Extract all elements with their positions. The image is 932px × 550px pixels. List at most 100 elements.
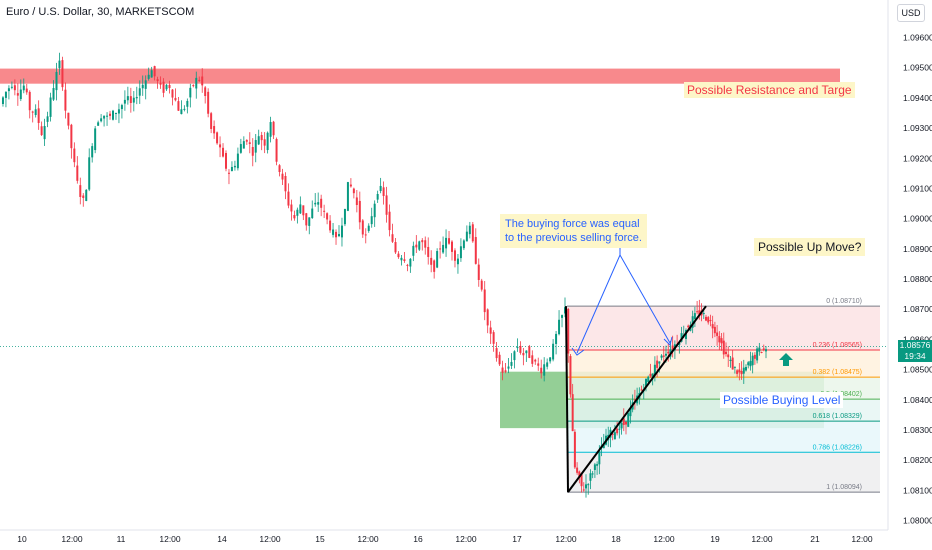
candle-body xyxy=(439,248,442,250)
candle-body xyxy=(272,121,275,136)
candle-body xyxy=(281,173,284,180)
candle-body xyxy=(216,132,219,144)
time-tick-label: 10 xyxy=(17,534,27,544)
candle-body xyxy=(305,213,308,226)
candle-body xyxy=(340,225,343,238)
candle-body xyxy=(589,473,592,481)
candle-body xyxy=(302,205,305,216)
candle-body xyxy=(762,348,765,350)
candle-body xyxy=(528,346,531,358)
candle-body xyxy=(486,309,489,326)
candle-body xyxy=(582,489,585,491)
candle-body xyxy=(37,108,40,123)
candle-body xyxy=(442,244,445,253)
candle-body xyxy=(602,444,605,449)
candle-body xyxy=(618,428,621,430)
candle-body xyxy=(696,311,699,313)
candle-body xyxy=(343,208,346,225)
candle-body xyxy=(245,140,248,142)
candle-body xyxy=(660,355,663,358)
candle-body xyxy=(201,76,204,86)
price-tick-label: 1.08900 xyxy=(903,244,932,254)
candle-body xyxy=(180,109,183,115)
candle-body xyxy=(445,237,448,249)
candle-body xyxy=(129,96,132,103)
candle-body xyxy=(480,280,483,290)
candle-body xyxy=(79,185,82,197)
candle-body xyxy=(263,139,266,146)
candle-body xyxy=(22,85,25,91)
candle-body xyxy=(667,351,670,354)
candle-body xyxy=(451,241,453,252)
candle-body xyxy=(227,172,230,174)
candle-body xyxy=(433,260,436,272)
candle-body xyxy=(251,147,254,156)
candle-body xyxy=(338,234,340,237)
price-tick-label: 1.08100 xyxy=(903,485,932,495)
candle-body xyxy=(742,367,745,374)
candle-body xyxy=(358,200,361,223)
candle-body xyxy=(471,224,474,242)
candle-body xyxy=(543,364,546,376)
candle-body xyxy=(711,324,714,329)
candle-body xyxy=(596,464,599,466)
candle-body xyxy=(269,122,272,137)
candle-body xyxy=(567,308,570,354)
time-tick-label: 12:00 xyxy=(455,534,477,544)
candle-body xyxy=(85,189,88,201)
candle-body xyxy=(97,122,100,126)
candle-body xyxy=(186,100,189,107)
candle-body xyxy=(578,471,581,477)
resistance-label: Possible Resistance and Targe xyxy=(684,82,855,98)
candle-body xyxy=(207,91,210,114)
candle-body xyxy=(236,153,239,169)
candle-body xyxy=(519,345,522,353)
price-tick-label: 1.08600 xyxy=(903,334,932,344)
price-tick-label: 1.09100 xyxy=(903,183,932,193)
candle-body xyxy=(260,135,263,141)
candle-body xyxy=(693,313,696,319)
candle-body xyxy=(254,140,257,153)
candle-body xyxy=(504,370,507,372)
candle-body xyxy=(16,93,19,96)
candle-body xyxy=(385,195,388,215)
up-arrow-icon xyxy=(779,353,793,366)
candle-body xyxy=(352,188,355,194)
candle-body xyxy=(738,369,741,373)
candle-body xyxy=(705,316,707,321)
candle-body xyxy=(747,362,750,366)
currency-button[interactable]: USD xyxy=(897,4,925,22)
candle-body xyxy=(453,250,456,261)
candle-body xyxy=(67,112,70,126)
buying-force-note-line2: to the previous selling force. xyxy=(505,232,642,244)
candle-body xyxy=(382,187,385,196)
fib-level-label: 0.382 (1.08475) xyxy=(813,369,862,376)
candle-body xyxy=(403,259,406,262)
candle-body xyxy=(406,264,409,266)
candle-body xyxy=(293,215,296,219)
candle-body xyxy=(507,366,510,369)
time-tick-label: 12:00 xyxy=(653,534,675,544)
candle-body xyxy=(671,345,674,350)
candle-body xyxy=(647,376,650,383)
candle-body xyxy=(326,213,329,220)
candle-body xyxy=(76,165,79,181)
candle-body xyxy=(540,367,543,374)
candle-body xyxy=(376,193,379,200)
candle-body xyxy=(629,408,632,417)
candle-body xyxy=(213,126,216,134)
candle-body xyxy=(165,84,168,90)
candle-body xyxy=(219,144,222,148)
candle-body xyxy=(492,332,495,344)
candle-body xyxy=(720,338,723,344)
candle-body xyxy=(177,101,180,111)
candle-body xyxy=(284,175,287,192)
candle-body xyxy=(645,378,647,387)
candle-body xyxy=(64,89,67,111)
candle-body xyxy=(55,71,58,91)
candle-body xyxy=(465,231,468,242)
candle-body xyxy=(349,184,352,187)
current-price-tag: 1.08576 19:34 xyxy=(898,340,932,362)
candle-body xyxy=(278,165,281,173)
